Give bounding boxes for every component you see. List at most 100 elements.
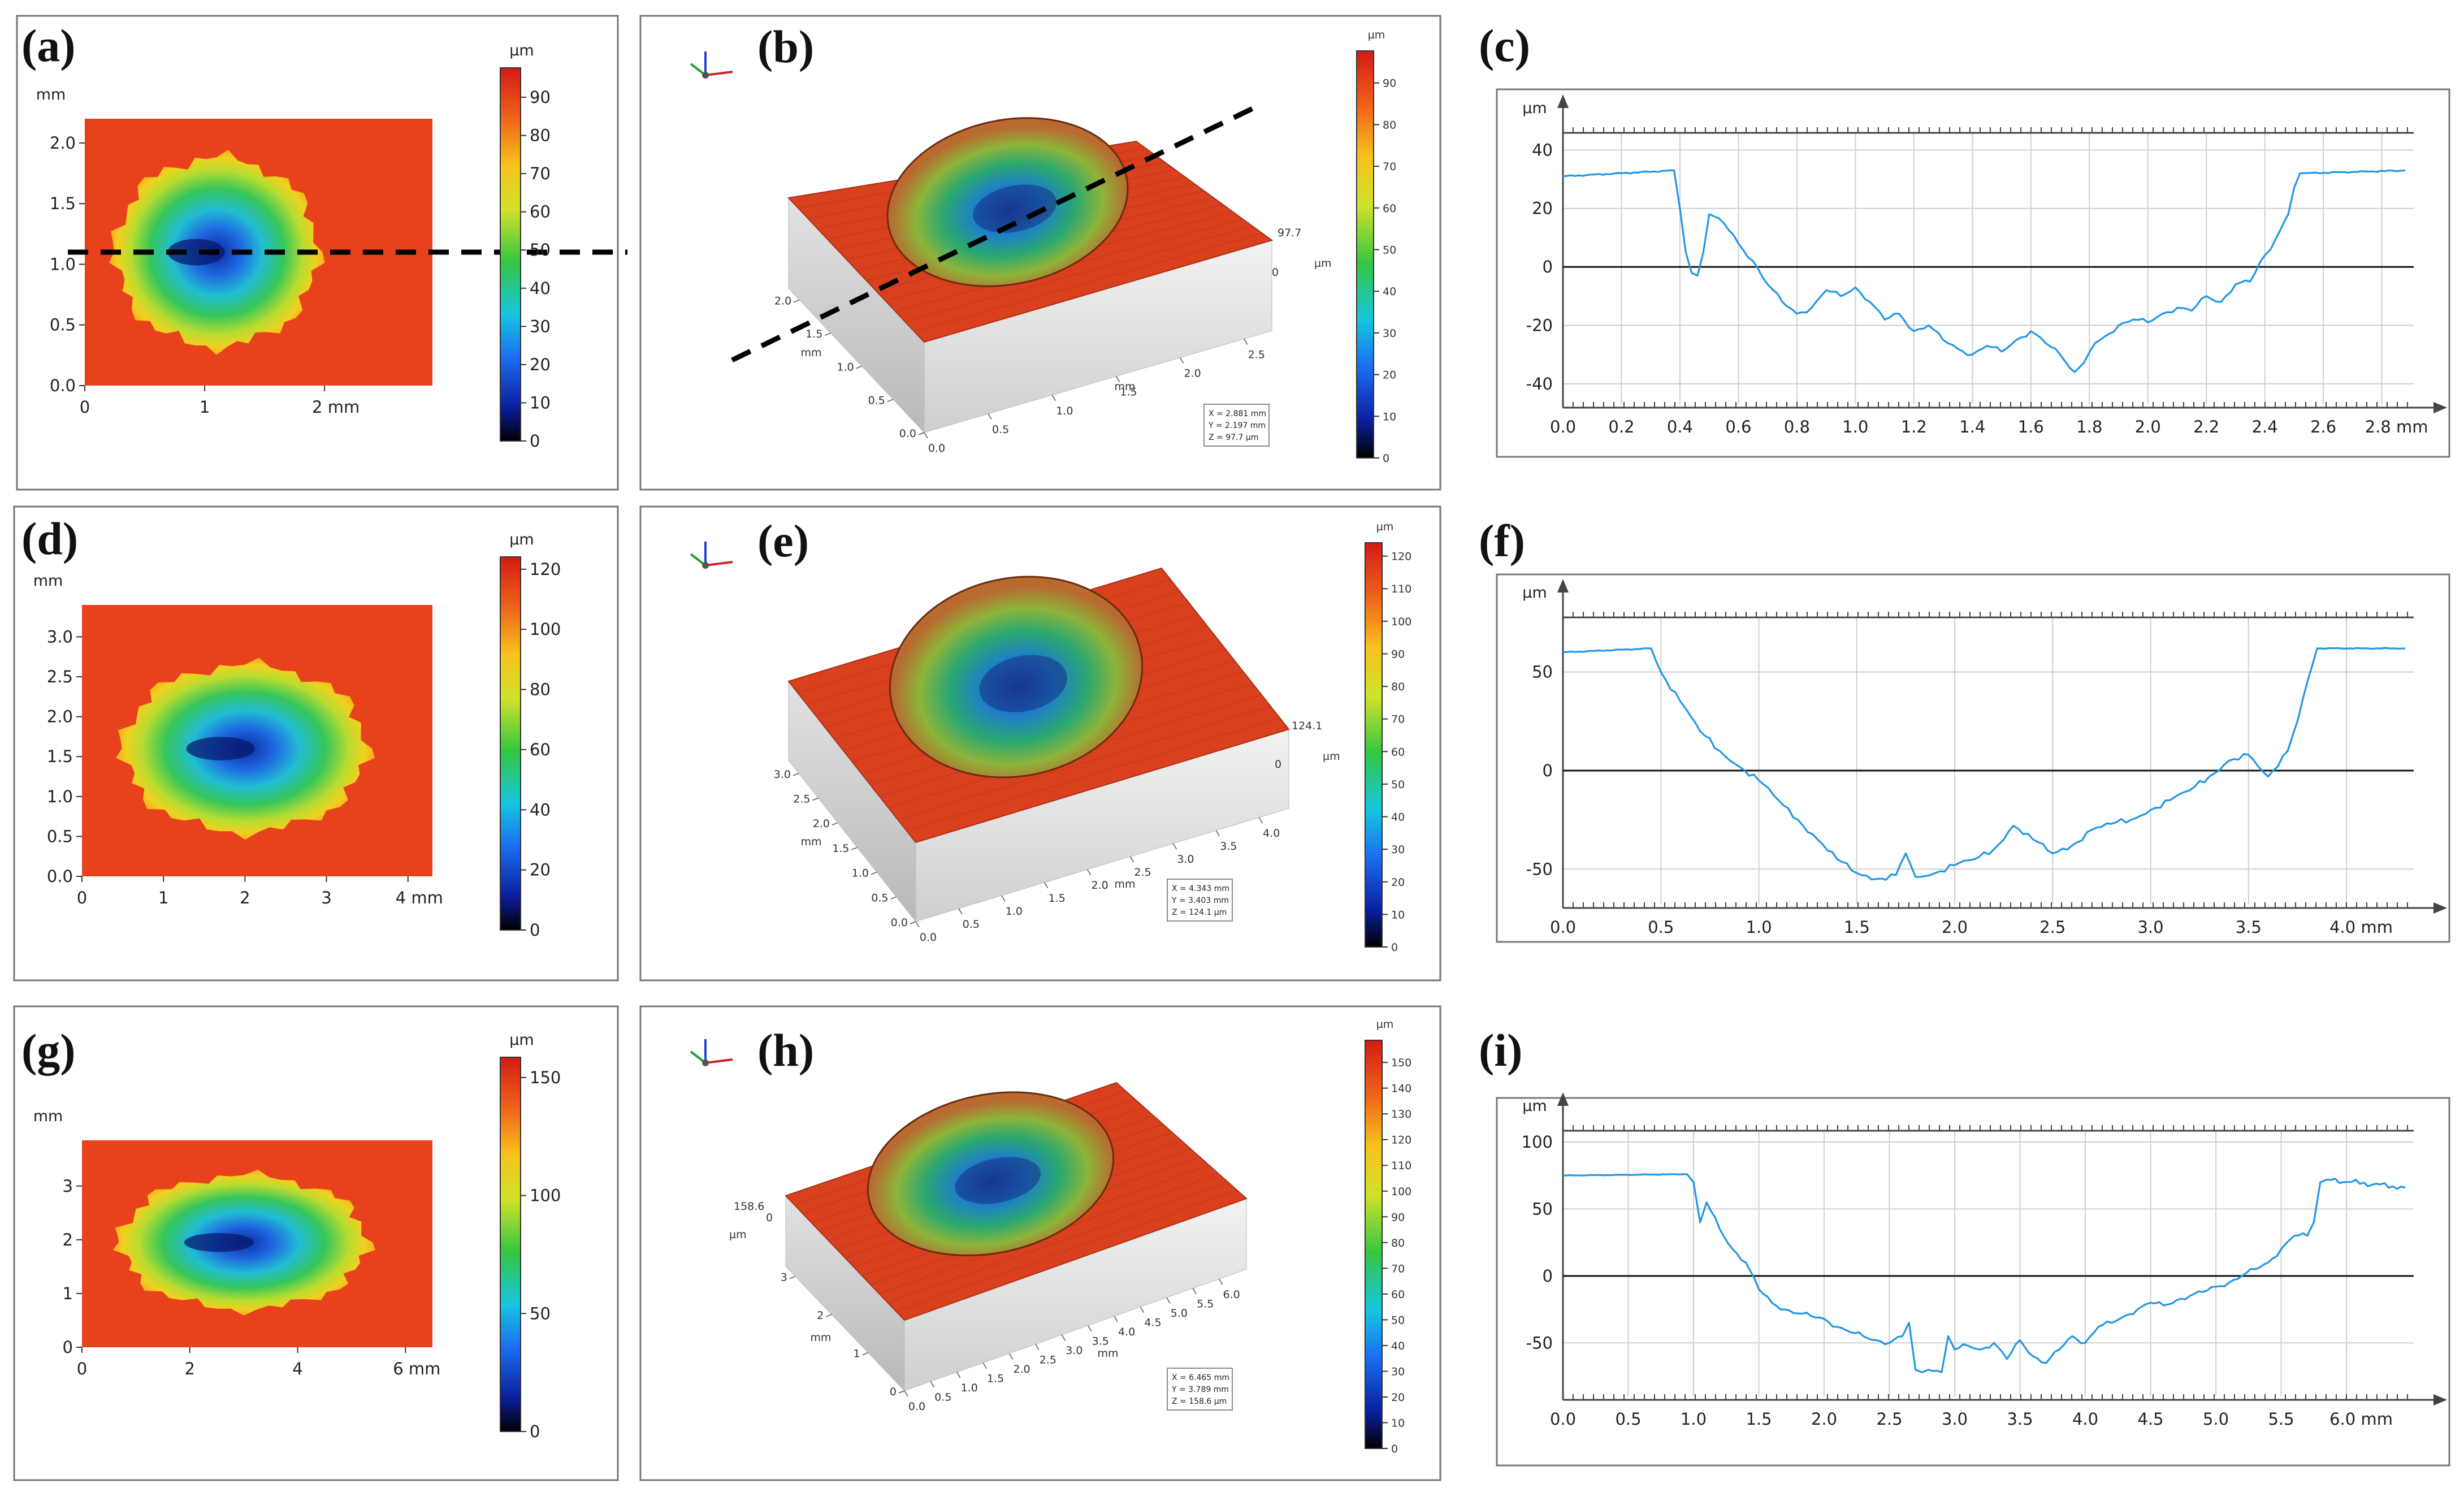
x-tick-3d: [1129, 856, 1134, 863]
y-tick-3d: [918, 432, 925, 435]
y-tick-label-3d: 3: [781, 1272, 787, 1284]
x-tick-label: 1.4: [1959, 417, 1985, 436]
y-tick-label: 0: [1543, 761, 1553, 780]
y-tick-label: 0: [1543, 257, 1553, 276]
y-tick-label: 3.0: [47, 627, 73, 646]
colorbar-tick-label: 0: [1391, 941, 1398, 954]
y-tick-label: 2.5: [47, 667, 73, 686]
info-line: Z = 124.1 µm: [1172, 908, 1227, 917]
colorbar-tick-label: 10: [1383, 410, 1396, 423]
y-tick-label: -40: [1526, 374, 1553, 393]
x-tick-label-3d: 0.5: [992, 423, 1009, 436]
profile-series-profile: [1562, 169, 2406, 373]
colorbar-tick-label: 80: [530, 126, 551, 145]
surface-3d: 0.00.51.01.52.02.53.03.54.00.00.51.01.52…: [774, 567, 1340, 944]
info-line: X = 6.465 mm: [1172, 1373, 1229, 1382]
colorbar-tick-label: 60: [530, 202, 551, 222]
y-tick-label: -50: [1526, 859, 1553, 879]
x-tick-3d: [1086, 869, 1092, 876]
info-line: Y = 3.789 mm: [1171, 1385, 1229, 1394]
x-tick-3d: [1215, 830, 1220, 837]
colorbar-tick-label: 90: [1391, 648, 1405, 660]
x-tick-3d: [1218, 1278, 1223, 1285]
y-tick-label: 2: [63, 1230, 73, 1249]
y-tick-label: 20: [1532, 199, 1553, 218]
crater-deepest: [167, 239, 225, 266]
y-axis-unit: µm: [1522, 100, 1547, 117]
y-tick-3d: [887, 399, 894, 403]
y-tick-label: 1.5: [47, 747, 73, 766]
colorbar-tick-label: 30: [1391, 1365, 1405, 1378]
x-tick-label: 4.0 mm: [2329, 918, 2393, 937]
y-tick-label: 1.0: [50, 254, 76, 274]
profile-chart: 0.0 0.2 0.4 0.6 0.8 1.0 1.2 1.4 1.6 1.8 2.0 2.2 2.4 2…: [1522, 94, 2447, 436]
y-tick-label-3d: 0.5: [871, 892, 888, 904]
x-tick-label-3d: 1.0: [961, 1382, 978, 1394]
x-tick-label-3d: 1.5: [1049, 892, 1066, 905]
y-axis-unit: mm: [36, 86, 66, 103]
colorbar-unit: µm: [509, 42, 534, 59]
z-unit-label: µm: [729, 1229, 747, 1241]
y-axis-unit: mm: [33, 1108, 63, 1125]
y-tick-3d: [851, 847, 858, 850]
x-tick-label: 0.0: [1550, 417, 1576, 436]
axis-origin: [702, 1059, 709, 1066]
x-tick-3d: [1061, 1334, 1066, 1341]
colorbar: µm 0 10 20 30 40 50 60 70 80 90 100 110 120 130 140 150: [1365, 1018, 1411, 1455]
x-tick-3d: [1001, 895, 1006, 902]
colorbar-tick-label: 120: [1391, 551, 1411, 563]
x-tick-label-3d: 4.5: [1144, 1317, 1161, 1329]
colorbar-gradient: [1365, 542, 1383, 948]
info-line: Z = 158.6 µm: [1172, 1397, 1227, 1406]
surface-texture: [887, 1182, 1228, 1303]
y-tick-3d: [856, 366, 862, 369]
x-tick-label-3d: 4.0: [1263, 827, 1280, 840]
x-tick-label: 2.6: [2310, 417, 2336, 436]
colorbar-tick-label: 0: [1391, 1443, 1398, 1455]
xyz-axes-icon: [690, 1039, 733, 1066]
x-tick-label-3d: 5.5: [1197, 1298, 1214, 1311]
x-tick-label: 1.6: [2018, 417, 2044, 436]
colorbar-unit: µm: [1376, 1018, 1394, 1031]
surface-3d: 0.0 0.5 1.0 1.5 2.0 2.5 0.0 0.5 1.0 1.5 2.0 mm mm 97.…: [774, 117, 1332, 455]
x-tick-label-3d: 2.0: [1091, 879, 1108, 892]
colorbar-tick-label: 50: [530, 240, 551, 260]
x-tick-label: 3.5: [2007, 1409, 2033, 1429]
x-tick-3d: [1192, 1288, 1197, 1295]
y-tick-3d: [825, 332, 831, 336]
colorbar-tick-label: 90: [1391, 1211, 1405, 1223]
crater-deepest: [184, 1232, 254, 1252]
x-axis-unit-3d: mm: [1097, 1347, 1118, 1360]
info-line: X = 2.881 mm: [1209, 409, 1266, 418]
y-tick-label: 0.5: [47, 827, 73, 846]
colorbar-tick-label: 70: [1391, 1262, 1405, 1275]
panel-label: (a): [21, 20, 76, 71]
z-unit-label: µm: [1323, 750, 1340, 763]
x-tick-label: 2.2: [2193, 417, 2219, 436]
colorbar-tick-label: 80: [530, 680, 551, 699]
y-tick-3d: [812, 797, 819, 801]
colorbar-tick-label: 20: [1383, 369, 1396, 382]
x-tick-label-3d: 2.0: [1013, 1363, 1030, 1376]
height-map: 0 1 2 3 4 mm 0.0 0.5 1.0 1.5 2.0 2.5 3.0 mm: [33, 572, 443, 907]
y-tick-label: 0: [63, 1338, 73, 1357]
x-tick-3d: [1044, 882, 1049, 889]
x-tick-label: 0: [77, 888, 87, 907]
y-tick-label: 0: [1543, 1266, 1553, 1286]
x-tick-3d: [982, 1363, 987, 1369]
x-tick-label: 2.8 mm: [2365, 417, 2428, 436]
x-tick-3d: [958, 908, 963, 915]
x-tick-label-3d: 0.0: [908, 1400, 925, 1413]
y-tick-label: 1: [63, 1284, 73, 1303]
profile-chart: 0.0 0.5 1.0 1.5 2.0 2.5 3.0 3.5 4.0 mm -50 0 50 µm: [1522, 579, 2447, 937]
x-tick-label: 0.4: [1667, 417, 1693, 436]
panel-label: (h): [757, 1024, 814, 1076]
x-tick-3d: [1244, 339, 1248, 345]
panel-frame: [1496, 573, 2450, 943]
x-tick-3d: [1258, 817, 1263, 824]
xyz-axes-icon: [690, 542, 733, 569]
x-axis-arrow: [2433, 402, 2447, 413]
y-axis-arrow: [1557, 94, 1569, 108]
colorbar: µm 0 20 40 60 80 100 120: [500, 531, 561, 940]
